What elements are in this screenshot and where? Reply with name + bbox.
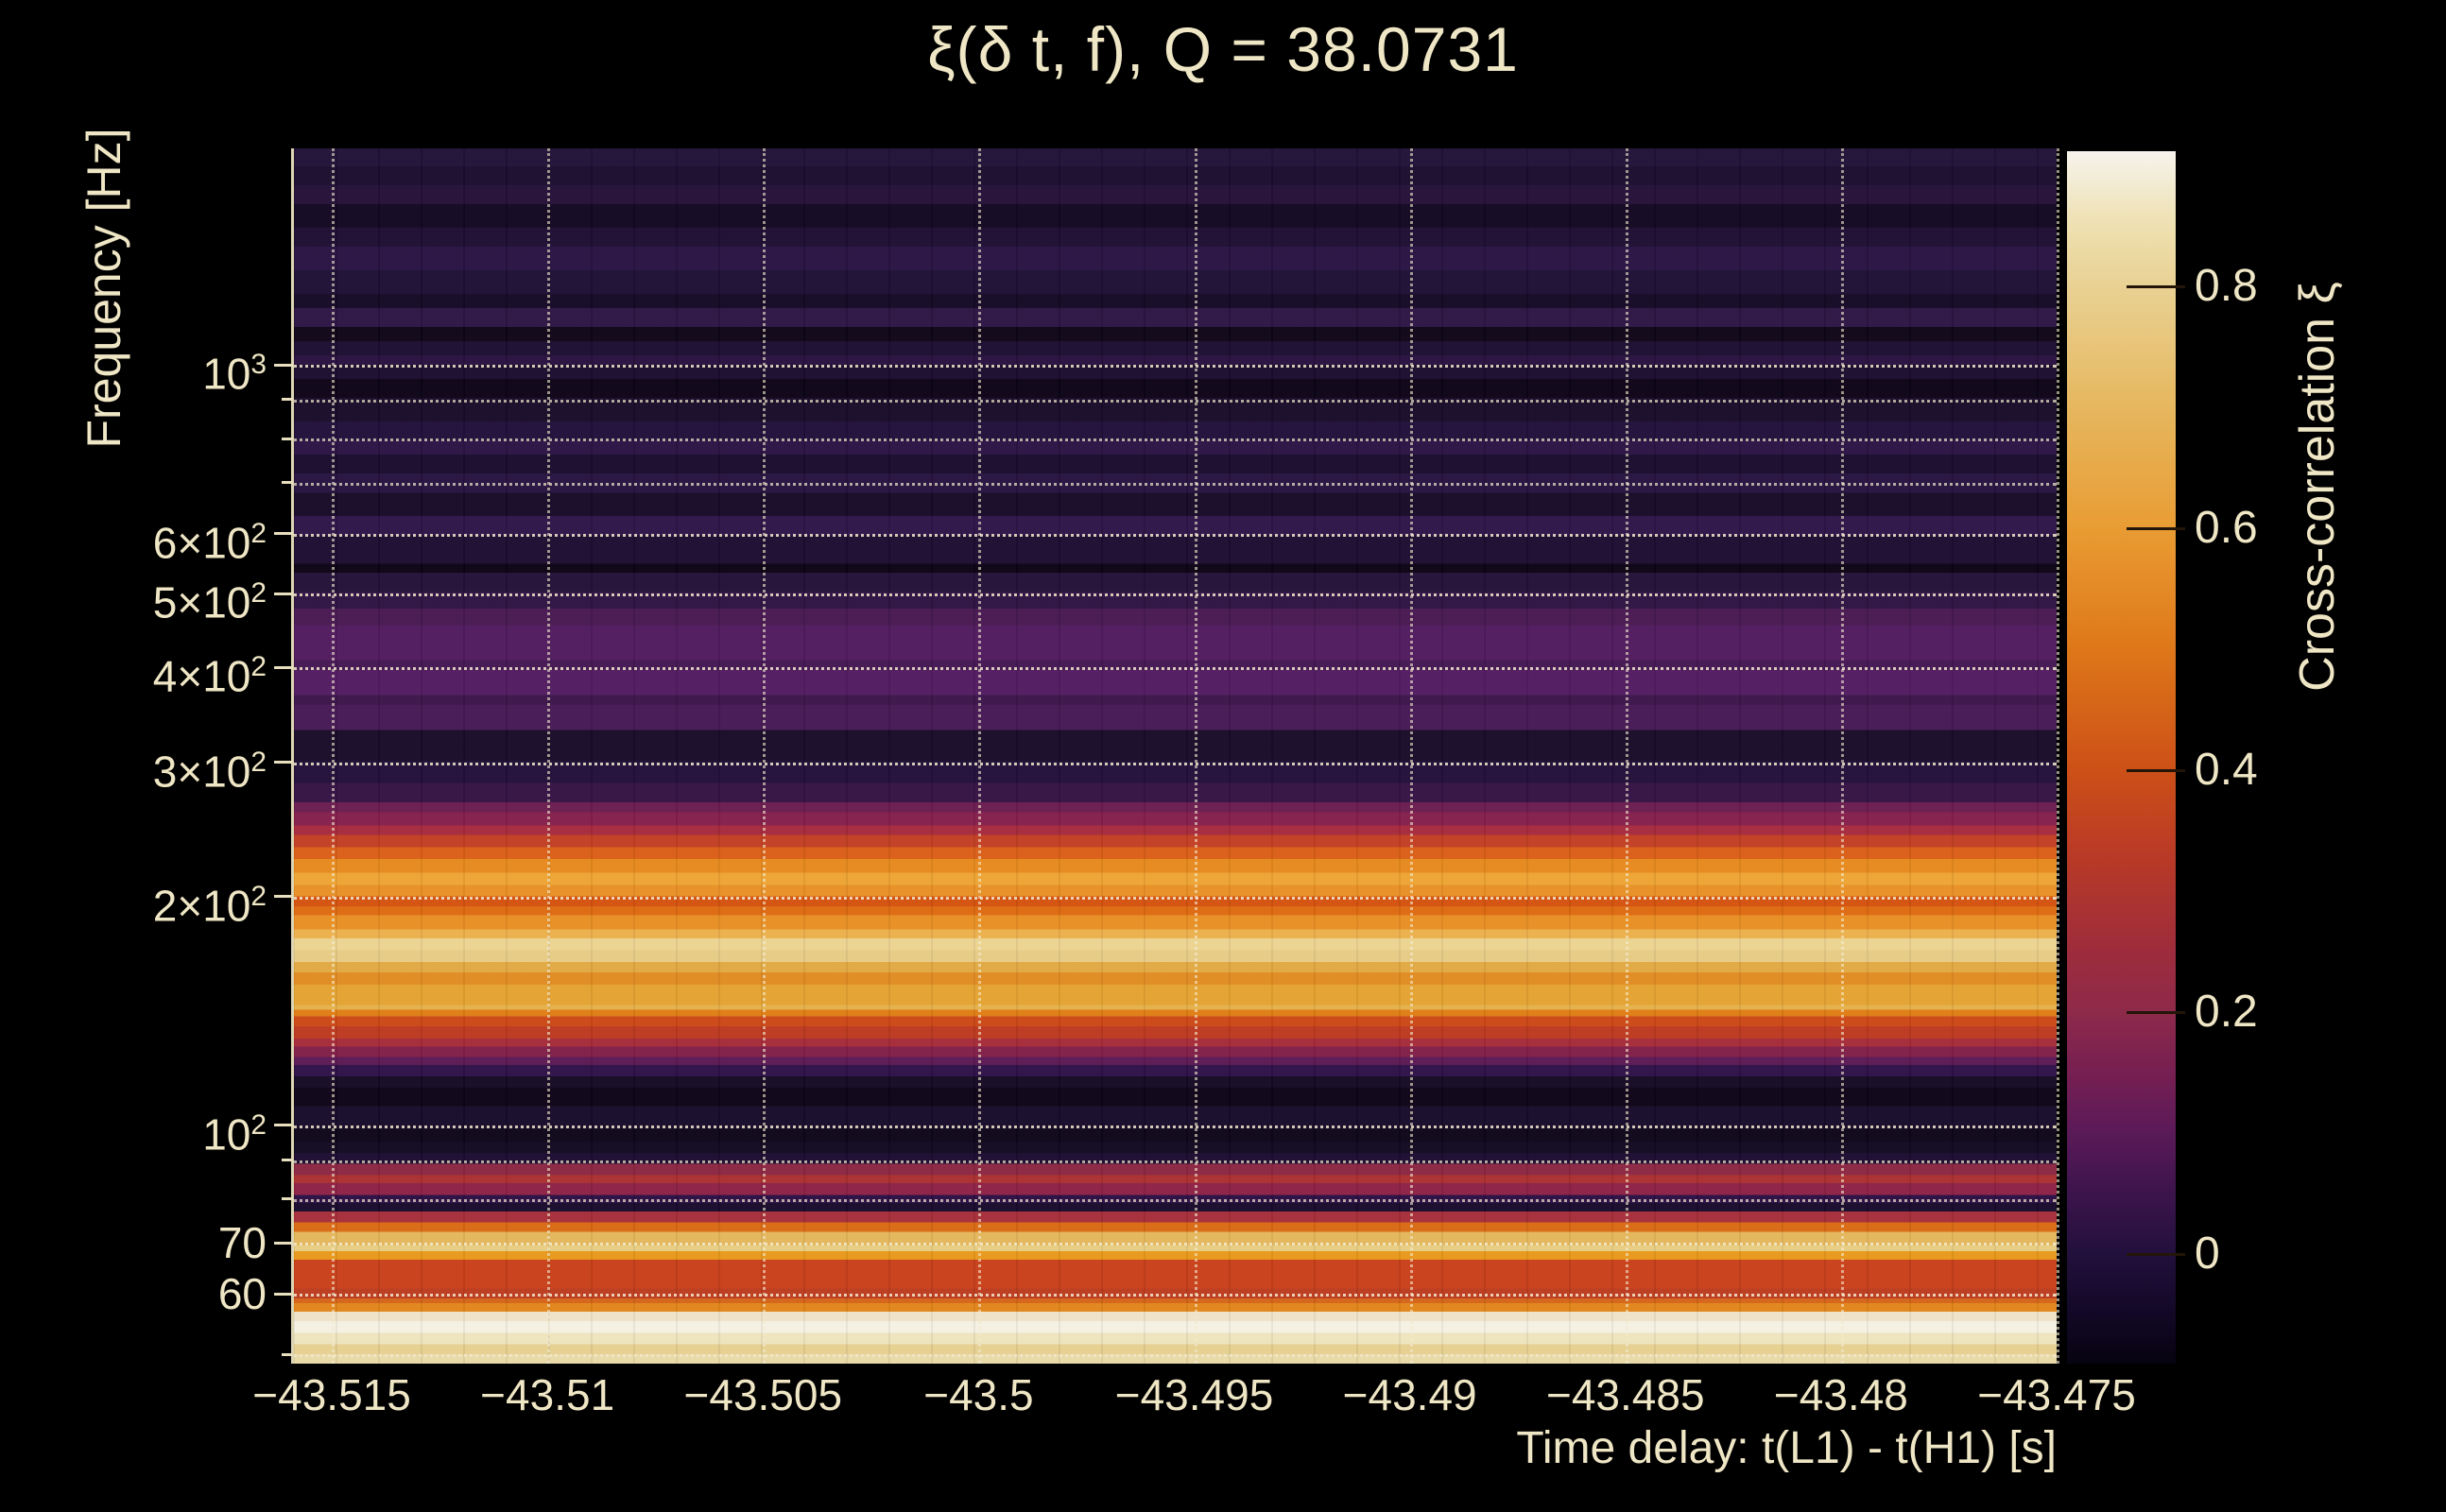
colorbar-tick-label: 0.6 [2195,503,2258,554]
y-tick-exponent: 2 [250,517,267,549]
y-tick-exponent: 2 [250,880,267,912]
y-grid-line [293,1294,2057,1297]
x-grid-line [978,148,982,1364]
colorbar-tick-mark [2127,284,2185,288]
y-tick-mark [282,398,293,402]
y-tick-label: 70 [217,1218,267,1268]
colorbar [2067,151,2176,1364]
x-grid-line [1840,148,1844,1364]
heatmap-plot [291,148,2059,1364]
y-grid-line [293,593,2057,597]
colorbar-tick-label: 0.4 [2195,745,2258,796]
x-tick-label: −43.495 [1114,1370,1274,1419]
y-grid-line [293,1125,2057,1128]
y-tick-exponent: 2 [250,746,267,778]
x-grid-line [332,148,336,1364]
colorbar-tick-mark [2127,768,2185,772]
y-grid-line [293,482,2057,486]
y-tick-mark [282,437,293,440]
y-tick-label: 102 [202,1108,267,1160]
y-grid-line [293,365,2057,369]
y-tick-exponent: 2 [250,1108,267,1141]
y-grid-line [293,667,2057,671]
colorbar-tick-label: 0.2 [2195,987,2258,1038]
x-grid-line [1625,148,1628,1364]
time-bin-texture [293,148,2057,1364]
y-tick-mark [282,1159,293,1162]
y-tick-mark [282,1352,293,1356]
y-tick-mark [274,592,293,595]
y-tick-mark [274,1241,293,1245]
y-grid-line [293,1354,2057,1358]
y-tick-mark [282,1197,293,1201]
colorbar-tick-mark [2127,1252,2185,1256]
x-tick-label: −43.5 [923,1370,1034,1419]
y-tick-mark [274,363,293,367]
colorbar-tick-mark [2127,526,2185,530]
colorbar-title: Cross-correlation ξ [2290,282,2345,692]
y-tick-label: 4×102 [152,651,267,701]
y-tick-mark [282,481,293,485]
y-tick-exponent: 2 [250,651,267,683]
colorbar-tick-mark [2127,1010,2185,1014]
y-grid-line [293,1243,2057,1246]
x-tick-label: −43.49 [1342,1370,1477,1419]
colorbar-tick-label: 0 [2195,1228,2220,1280]
y-tick-label: 2×102 [152,880,267,930]
x-grid-line [2057,148,2059,1364]
y-tick-mark [274,895,293,899]
colorbar-tick-label: 0.8 [2195,261,2258,312]
x-axis-title: Time delay: t(L1) - t(H1) [s] [1516,1423,2057,1473]
plot-title: ξ(δ t, f), Q = 38.0731 [927,14,1519,84]
y-tick-mark [274,1292,293,1296]
y-tick-label: 6×102 [152,517,267,567]
y-tick-label: 103 [202,349,267,399]
y-tick-mark [274,1124,293,1127]
y-tick-mark [274,532,293,536]
y-grid-line [293,438,2057,442]
y-tick-exponent: 3 [250,349,267,381]
x-grid-line [763,148,767,1364]
y-tick-label: 5×102 [152,577,267,627]
y-grid-line [293,533,2057,537]
y-tick-mark [274,665,293,669]
y-axis-line [291,148,294,1364]
y-grid-line [293,762,2057,765]
y-tick-exponent: 2 [250,577,267,610]
x-tick-label: −43.515 [252,1370,411,1419]
x-tick-label: −43.505 [683,1370,843,1419]
x-tick-label: −43.48 [1773,1370,1908,1419]
y-grid-line [293,896,2057,900]
y-tick-mark [274,761,293,765]
y-tick-label: 3×102 [152,746,267,797]
y-tick-label: 60 [217,1269,267,1319]
x-tick-label: −43.475 [1977,1370,2136,1419]
x-tick-label: −43.51 [480,1370,615,1419]
y-grid-line [293,399,2057,403]
x-grid-line [1194,148,1197,1364]
x-tick-label: −43.485 [1545,1370,1705,1419]
y-grid-line [293,1160,2057,1163]
x-grid-line [1409,148,1413,1364]
x-grid-line [547,148,551,1364]
y-grid-line [293,1198,2057,1202]
